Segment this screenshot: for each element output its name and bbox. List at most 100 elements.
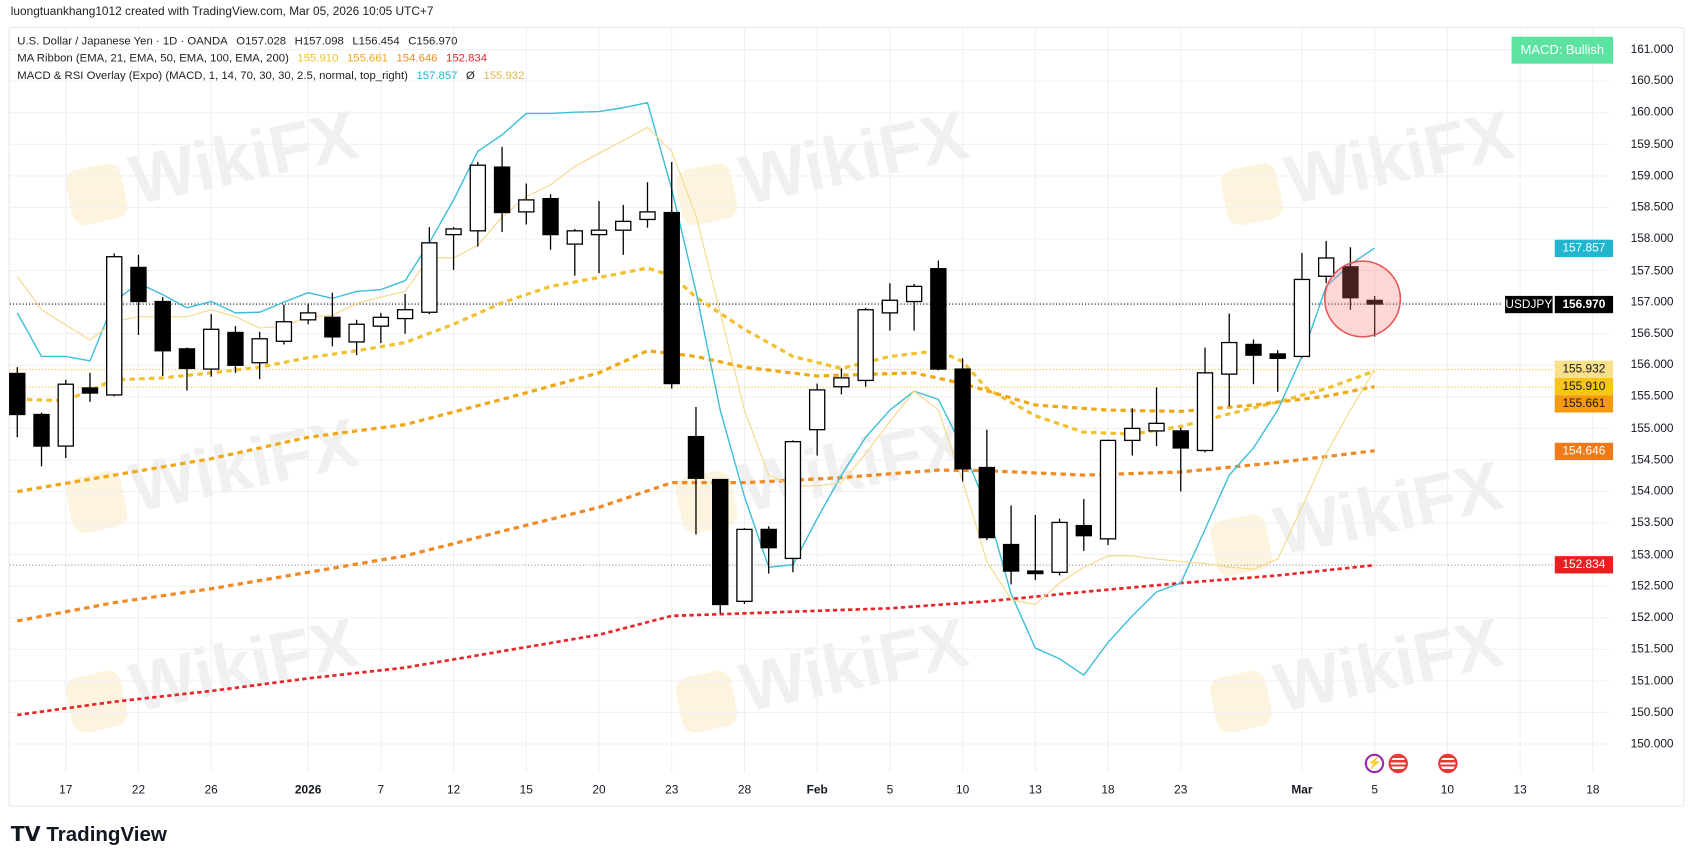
candle-body [1245,343,1262,356]
time-tick: Mar [1291,784,1313,797]
series-macd-overlay [16,101,1376,676]
low-value: L156.454 [352,34,400,48]
candle [1342,247,1359,310]
candle-body [639,211,656,221]
tradingview-logo[interactable]: 𝗧𝗩 TradingView [11,823,167,848]
candle-body [1221,341,1238,375]
ma-ribbon-title: MA Ribbon (EMA, 21, EMA, 50, EMA, 100, E… [17,51,289,65]
candle [1002,505,1020,585]
candle [542,194,559,250]
candle [687,406,705,535]
candle [469,162,487,247]
candle-body [1317,257,1335,277]
time-tick: 13 [1028,784,1042,797]
candle [348,319,365,356]
credit-text: luongtuankhang1012 created with TradingV… [10,5,434,19]
time-tick: 5 [886,784,894,797]
ema200-value: 152.834 [446,51,488,65]
candle [978,429,996,541]
candle [1027,514,1044,580]
candle-body [736,528,753,602]
candle-body [1293,278,1311,358]
chart-frame [8,26,1685,807]
price-tick: 156.000 [1630,358,1674,372]
candle-body [154,300,171,352]
candle-body [178,348,196,370]
price-tick: 156.500 [1630,327,1674,341]
price-tick: 153.000 [1630,548,1674,562]
candle-body [542,197,559,236]
legend-symbol[interactable]: U.S. Dollar / Japanese Yen · 1D · OANDA … [17,35,463,48]
time-tick: Feb [806,784,828,797]
candle [299,303,317,325]
candle [736,528,753,604]
candle [1269,350,1286,392]
candle [227,326,244,373]
price-tick: 150.500 [1630,705,1674,719]
legend-ma-ribbon[interactable]: MA Ribbon (EMA, 21, EMA, 50, EMA, 100, E… [17,52,492,65]
candle [1124,408,1141,456]
candle-body [590,229,608,236]
price-tick: 150.000 [1630,737,1674,751]
grid [9,28,1609,773]
price-lines [9,303,1555,566]
candle [372,312,390,344]
candle-body [1366,299,1383,305]
candle-body [202,328,220,370]
candle [130,254,147,335]
ema50-value: 155.661 [346,51,388,65]
price-tick: 160.000 [1630,106,1674,120]
series-ema-50 [17,349,1375,494]
time-tick: 18 [1586,784,1600,797]
time-tick: 26 [204,784,218,797]
price-tick: 152.500 [1630,579,1674,593]
highlight [1323,260,1402,338]
candle [518,183,535,225]
symbol-title: U.S. Dollar / Japanese Yen · 1D · OANDA [17,34,228,48]
price-tag-ema100: 154.646 [1554,442,1614,461]
candle [760,526,777,574]
us-flag-event-icon[interactable] [1388,753,1408,774]
price-tag-ema50: 155.661 [1554,395,1614,413]
macd-value: 157.857 [416,69,458,83]
series-rsi-overlay [16,126,1376,606]
price-tag-macd: 157.857 [1554,239,1614,258]
candle-body [518,199,535,213]
candle-body [33,413,50,447]
candle-body [712,478,729,606]
candle [833,368,850,395]
last-price-tag: 156.970 [1554,295,1614,314]
time-tick: 5 [1371,784,1378,797]
price-tick: 153.500 [1630,516,1674,530]
price-tick: 155.500 [1630,390,1674,404]
candle [930,260,947,371]
candle [954,358,971,482]
candle [1051,518,1068,576]
price-tick: 158.500 [1630,200,1674,214]
time-tick: 15 [519,784,533,797]
ema21-value: 155.910 [297,51,339,65]
candle-body [881,299,899,314]
candle-body [905,285,923,303]
time-tick: 28 [737,784,752,797]
candle-body [808,389,826,431]
candle-body [687,435,705,479]
price-tick: 154.500 [1630,453,1674,467]
price-tick: 158.000 [1630,232,1674,246]
candle [615,204,632,255]
price-tick: 160.500 [1630,74,1674,88]
price-tick: 157.000 [1630,295,1674,309]
price-tag-ema21: 155.910 [1554,377,1614,396]
us-flag-event-icon[interactable] [1438,753,1458,774]
candle [493,146,511,233]
candle-body [1051,521,1068,573]
candle [1099,439,1117,546]
lightning-event-icon[interactable]: ⚡ [1364,753,1385,774]
legend-macd-rsi[interactable]: MACD & RSI Overlay (Expo) (MACD, 1, 14, … [17,69,530,82]
candle [1075,499,1093,551]
candle [857,307,874,387]
candle [9,367,26,438]
candle-body [857,309,874,382]
candle [1196,347,1214,453]
